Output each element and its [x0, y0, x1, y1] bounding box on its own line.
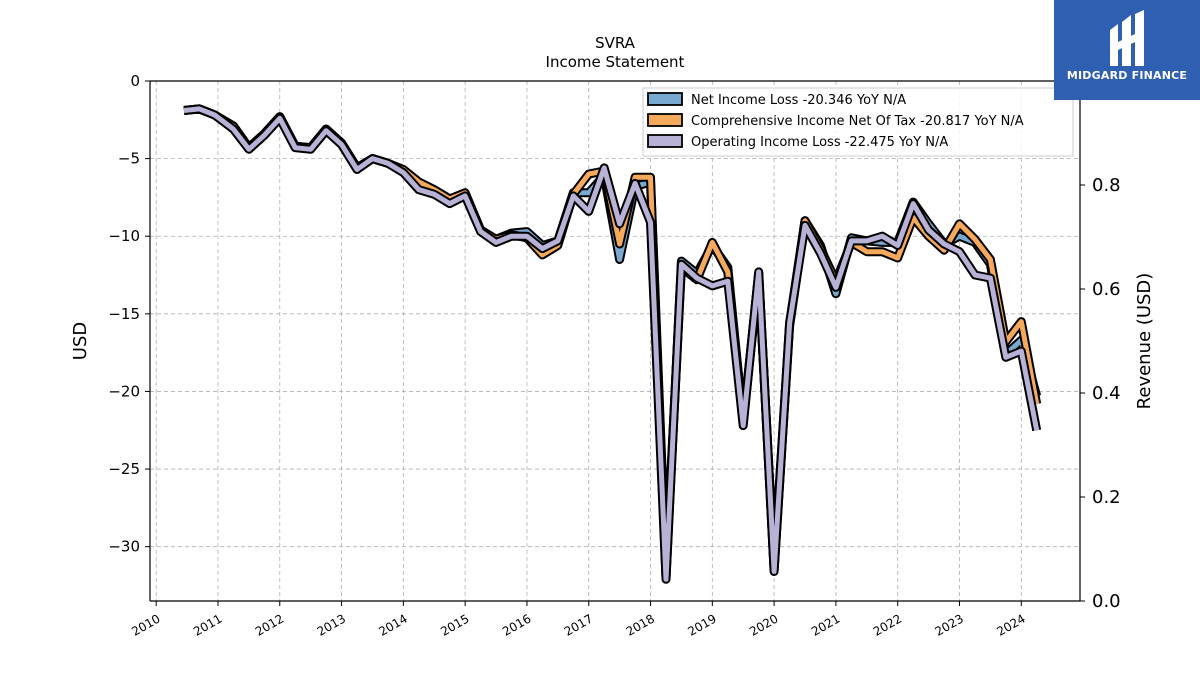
- series-lines: [183, 104, 1042, 584]
- y-tick-label: −10: [108, 227, 140, 245]
- x-tick-label: 2018: [624, 611, 657, 638]
- ticks: 0 −5 −10 −15 −20 −25 −30 2010 2011 2012 2013 2014 20…: [108, 72, 1120, 639]
- x-tick-label: 2010: [129, 611, 162, 638]
- y-tick-label: −25: [108, 460, 140, 478]
- chart-subtitle: Income Statement: [546, 53, 685, 71]
- midgard-logo-icon: [1110, 10, 1144, 66]
- midgard-finance-logo: MIDGARD FINANCE: [1054, 0, 1200, 100]
- legend: Net Income Loss -20.346 YoY N/A Comprehen…: [642, 87, 1074, 157]
- x-tick-label: 2023: [933, 611, 966, 638]
- x-tick-label: 2015: [438, 611, 471, 638]
- series-outline: [183, 104, 1042, 584]
- y-right-tick-label: 0.8: [1092, 175, 1121, 196]
- series-line: [183, 106, 1040, 582]
- legend-label: Net Income Loss -20.346 YoY N/A: [691, 93, 906, 108]
- x-tick-label: 2012: [253, 611, 286, 638]
- grid: [150, 81, 1080, 601]
- legend-swatch: [647, 113, 683, 127]
- y-right-tick-label: 0.2: [1092, 487, 1121, 508]
- y-right-tick-label: 0.6: [1092, 279, 1121, 300]
- y-axis-right-label: Revenue (USD): [1134, 273, 1155, 410]
- chart-title: SVRA: [595, 34, 636, 52]
- y-tick-label: −30: [108, 538, 140, 556]
- legend-swatch: [647, 134, 683, 148]
- legend-label: Comprehensive Income Net Of Tax -20.817 …: [691, 114, 1024, 129]
- x-tick-label: 2021: [809, 611, 842, 638]
- x-tick-label: 2017: [562, 611, 595, 638]
- x-tick-label: 2011: [191, 611, 224, 638]
- series-3: [183, 104, 1042, 584]
- y-axis-label: USD: [70, 322, 91, 360]
- x-tick-label: 2024: [994, 611, 1027, 638]
- logo-text: MIDGARD FINANCE: [1066, 69, 1188, 82]
- x-tick-label: 2014: [376, 611, 409, 638]
- legend-label: Operating Income Loss -22.475 YoY N/A: [691, 135, 948, 150]
- legend-box: [642, 87, 1074, 157]
- y-tick-label: −5: [118, 150, 140, 168]
- legend-swatch: [647, 92, 683, 106]
- x-tick-label: 2019: [685, 611, 718, 638]
- y-right-tick-label: 0.0: [1092, 591, 1121, 612]
- y-tick-label: −20: [108, 382, 140, 400]
- x-tick-label: 2020: [747, 611, 780, 638]
- x-tick-label: 2016: [500, 611, 533, 638]
- y-tick-label: −15: [108, 305, 140, 323]
- x-tick-label: 2022: [871, 611, 904, 638]
- y-right-tick-label: 0.4: [1092, 383, 1121, 404]
- axes: [149, 80, 1081, 602]
- y-tick-label: 0: [130, 72, 140, 90]
- x-tick-label: 2013: [315, 611, 348, 638]
